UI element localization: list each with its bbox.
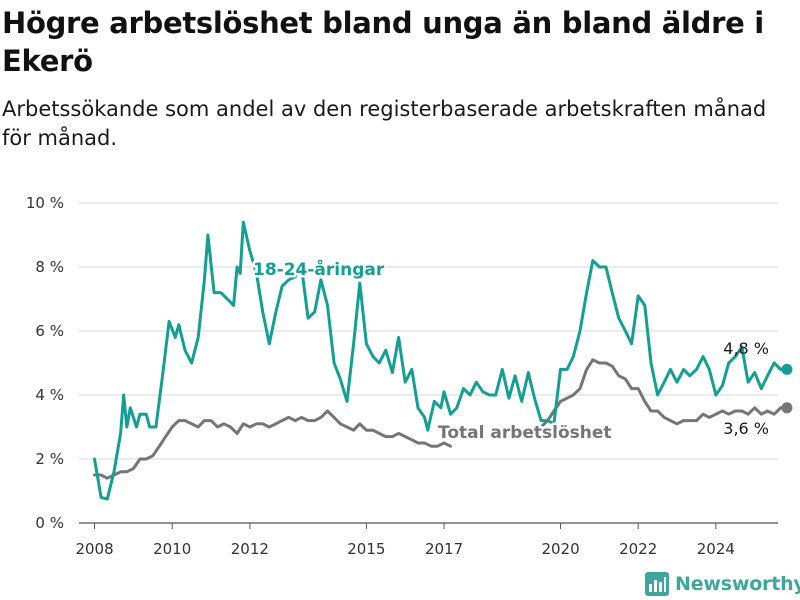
series-label-18-24: 18-24-åringar — [253, 258, 385, 280]
newsworthy-logo: Newsworthy — [645, 570, 800, 598]
last-value-label-18-24: 4,8 % — [723, 339, 769, 358]
x-tick-label: 2024 — [697, 540, 735, 558]
series-lines — [93, 220, 793, 501]
chart-subtitle: Arbetssökande som andel av den registerb… — [2, 97, 767, 150]
x-tick-label: 2022 — [619, 540, 657, 558]
series-label-total: Total arbetslöshet — [438, 423, 612, 443]
y-tick-label: 4 % — [35, 386, 64, 404]
series-labels: 18-24-åringar Total arbetslöshet 4,8 % 3,6 … — [251, 256, 770, 446]
grid-lines — [79, 202, 778, 524]
x-tick-label: 2017 — [425, 540, 463, 558]
last-value-label-total: 3,6 % — [723, 419, 769, 438]
y-tick-label: 2 % — [35, 450, 64, 468]
y-tick-label: 10 % — [26, 194, 64, 212]
series-line-total — [93, 409, 453, 480]
x-tick-label: 2020 — [541, 540, 579, 558]
series-line-total — [539, 358, 789, 429]
x-axis-ticks: 2008 2010 2012 2015 2017 2020 2022 2024 — [75, 523, 735, 558]
bar-chart-logo-icon — [645, 572, 669, 596]
y-axis-ticks: 0 % 2 % 4 % 6 % 8 % 10 % — [26, 194, 64, 532]
series-line-18-24 — [93, 220, 789, 501]
x-tick-label: 2008 — [75, 540, 113, 558]
endpoint-marker-total — [781, 402, 793, 414]
x-tick-label: 2012 — [231, 540, 269, 558]
endpoint-marker-18-24 — [781, 363, 793, 375]
brand-name: Newsworthy — [675, 573, 800, 595]
x-tick-label: 2010 — [153, 540, 191, 558]
x-tick-label: 2015 — [347, 540, 385, 558]
y-tick-label: 8 % — [35, 258, 64, 276]
chart-title: Högre arbetslöshet bland unga än bland ä… — [2, 6, 764, 78]
y-tick-label: 6 % — [35, 322, 64, 340]
y-tick-label: 0 % — [35, 514, 64, 532]
